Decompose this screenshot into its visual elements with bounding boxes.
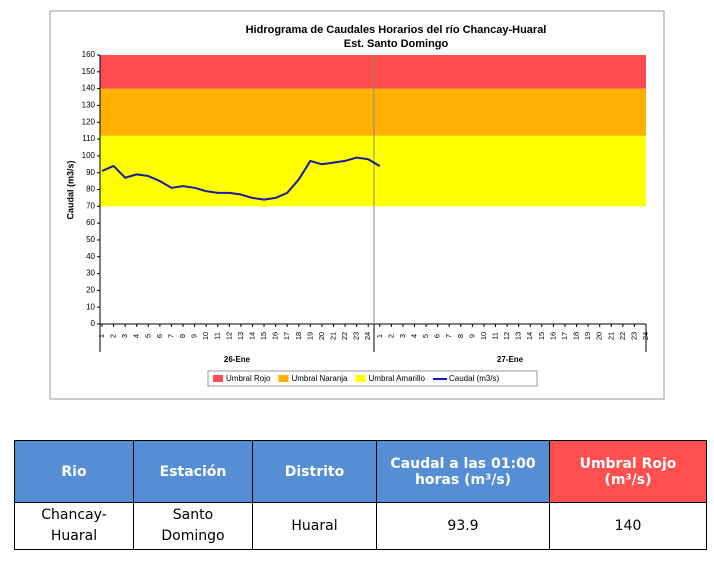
cell: 140 [549, 502, 707, 550]
x-tick-label: 13 [514, 332, 523, 340]
x-tick-label: 12 [224, 332, 233, 340]
x-tick-label: 16 [271, 332, 280, 340]
cell: Huaral [252, 502, 377, 550]
x-tick-label: 24 [363, 332, 372, 340]
x-tick-label: 20 [317, 332, 326, 340]
x-tick-label: 2 [109, 334, 118, 338]
summary-table: Rio Estación Distrito Caudal a las 01:00… [14, 440, 707, 550]
x-tick-label: 4 [132, 334, 141, 338]
x-tick-label: 17 [560, 332, 569, 340]
legend-frame [207, 370, 538, 387]
threshold-band [100, 55, 646, 89]
series-line [101, 156, 381, 201]
x-tick-label: 9 [467, 334, 476, 338]
y-tick-label: 40 [86, 252, 95, 261]
y-tick-label: 130 [82, 101, 96, 110]
y-tick-label: 50 [86, 235, 95, 244]
x-tick-label: 10 [201, 332, 210, 340]
x-tick-label: 11 [213, 332, 222, 340]
x-tick-label: 10 [479, 332, 488, 340]
cell: 93.9 [376, 502, 550, 550]
y-tick-label: 0 [91, 319, 96, 328]
x-tick-label: 4 [409, 334, 418, 338]
y-tick-label: 150 [82, 67, 96, 76]
x-tick-label: 5 [421, 334, 430, 338]
x-tick-label: 18 [294, 332, 303, 340]
x-tick-label: 16 [548, 332, 557, 340]
y-tick-label: 10 [86, 302, 95, 311]
y-tick-label: 80 [86, 185, 95, 194]
header-cell: Caudal a las 01:00 horas (m³/s) [376, 440, 550, 503]
x-tick-label: 6 [433, 334, 442, 338]
y-tick-label: 70 [86, 201, 95, 210]
x-tick-label: 20 [595, 332, 604, 340]
y-tick-label: 110 [82, 134, 95, 143]
x-tick-label: 15 [259, 332, 268, 340]
y-tick-label: 120 [82, 117, 96, 126]
x-tick-label: 19 [583, 332, 592, 340]
header-row: Rio Estación Distrito Caudal a las 01:00… [14, 440, 707, 503]
x-tick-label: 8 [456, 334, 465, 338]
x-tick-label: 23 [629, 332, 638, 340]
x-tick-label: 7 [166, 334, 175, 338]
x-tick-label: 18 [572, 332, 581, 340]
data-row: Chancay-Huaral Santo Domingo Huaral 93.9… [14, 502, 707, 550]
group-label: 26-Ene [224, 355, 251, 364]
x-tick-label: 7 [444, 334, 453, 338]
y-tick-label: 60 [86, 218, 95, 227]
cell: Chancay-Huaral [14, 502, 134, 550]
chart: Hidrograma de Caudales Horarios del río … [49, 10, 665, 400]
x-tick-label: 3 [120, 334, 129, 338]
y-axis-label: Caudal (m3/s) [65, 160, 75, 219]
group-label: 27-Ene [497, 355, 524, 364]
x-tick-label: 1 [97, 334, 106, 338]
x-tick-label: 6 [155, 334, 164, 338]
y-tick-label: 160 [82, 50, 96, 59]
threshold-band [100, 88, 646, 136]
x-tick-label: 3 [398, 334, 407, 338]
x-tick-label: 14 [525, 332, 534, 340]
legend-label: Caudal (m3/s) [449, 374, 500, 383]
x-tick-label: 22 [618, 332, 627, 340]
y-tick-label: 100 [82, 151, 96, 160]
legend: Umbral Rojo Umbral Naranja Umbral Amarillo… [207, 370, 538, 387]
x-tick-label: 13 [236, 332, 245, 340]
x-tick-label: 21 [606, 332, 615, 340]
x-tick-label: 14 [247, 332, 256, 340]
header-cell: Estación [133, 440, 253, 503]
legend-swatch [355, 375, 366, 382]
x-tick-label: 2 [386, 334, 395, 338]
x-tick-label: 12 [502, 332, 511, 340]
x-tick-label: 15 [537, 332, 546, 340]
header-cell: Rio [14, 440, 134, 503]
threshold-band [100, 135, 646, 207]
x-tick-label: 11 [491, 332, 500, 340]
x-tick-label: 22 [340, 332, 349, 340]
x-tick-label: 1 [375, 334, 384, 338]
legend-label: Umbral Amarillo [369, 374, 426, 383]
x-tick-label: 8 [178, 334, 187, 338]
legend-swatch [213, 375, 223, 382]
x-tick-label: 23 [352, 332, 361, 340]
x-tick-label: 24 [641, 332, 650, 340]
chart-subtitle: Est. Santo Domingo [344, 38, 449, 50]
y-tick-label: 140 [82, 84, 96, 93]
legend-label: Umbral Naranja [291, 374, 348, 383]
x-tick-label: 9 [190, 334, 199, 338]
chart-title: Hidrograma de Caudales Horarios del río … [246, 24, 547, 36]
cell: Santo Domingo [133, 502, 253, 550]
y-tick-label: 20 [86, 285, 95, 294]
x-tick-label: 17 [282, 332, 291, 340]
legend-swatch [278, 375, 289, 382]
header-cell: Umbral Rojo (m³/s) [549, 440, 707, 503]
y-tick-label: 90 [86, 168, 95, 177]
x-tick-label: 21 [328, 332, 337, 340]
x-tick-label: 5 [143, 334, 152, 338]
y-tick-label: 30 [86, 269, 95, 278]
header-cell: Distrito [252, 440, 377, 503]
x-tick-label: 19 [305, 332, 314, 340]
legend-label: Umbral Rojo [226, 374, 271, 383]
